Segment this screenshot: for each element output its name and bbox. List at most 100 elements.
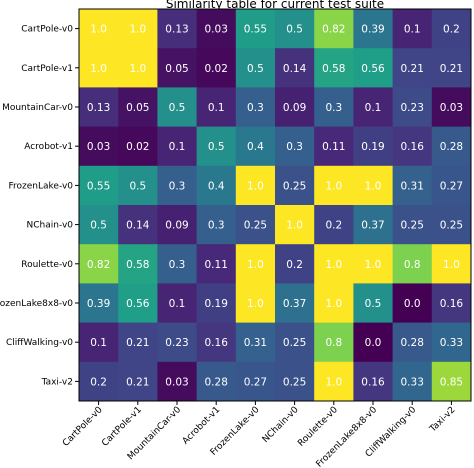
heatmap-cell [431, 48, 472, 88]
cell-value-label: 0.3 [247, 102, 264, 114]
heatmap-cell [314, 244, 354, 284]
row-label: Acrobot-v1 [24, 142, 73, 152]
heatmap-cell [118, 361, 158, 402]
cell-value-label: 0.21 [401, 63, 424, 75]
row-label: FrozenLake-v0 [8, 181, 73, 191]
heatmap-cell [431, 126, 472, 167]
cell-value-label: 0.1 [90, 337, 107, 349]
cell-value-label: 1.0 [286, 220, 303, 232]
cell-value-label: 0.3 [169, 259, 186, 271]
heatmap-cell [118, 9, 158, 49]
heatmap-cell [431, 361, 472, 402]
heatmap-cell [79, 165, 119, 206]
cell-value-label: 0.31 [401, 180, 424, 192]
cell-value-label: 0.37 [283, 298, 306, 310]
cell-value-label: 1.0 [247, 259, 264, 271]
cell-value-label: 0.55 [87, 180, 110, 192]
heatmap-cell [79, 361, 119, 402]
cell-value-label: 0.14 [126, 220, 150, 232]
heatmap-cell [157, 244, 197, 284]
heatmap-cell [235, 322, 276, 363]
cell-value-label: 0.13 [165, 24, 188, 36]
heatmap-cell [118, 244, 158, 284]
heatmap-cell [79, 9, 119, 49]
row-label: CartPole-v1 [21, 64, 73, 74]
heatmap-cell [118, 205, 158, 245]
heatmap-cell [235, 48, 276, 88]
heatmap-cell [235, 283, 276, 323]
cell-value-label: 0.21 [126, 337, 149, 349]
cell-value-label: 0.03 [205, 24, 228, 36]
cell-value-label: 0.1 [169, 298, 186, 310]
heatmap-cell [353, 361, 393, 402]
cell-value-label: 0.3 [208, 220, 225, 232]
heatmap-cell [196, 48, 237, 88]
column-label: Roulette-v0 [296, 405, 340, 449]
cell-value-label: 0.5 [286, 24, 303, 36]
cell-value-label: 1.0 [247, 180, 264, 192]
cell-value-label: 0.28 [401, 337, 424, 349]
cell-value-label: 1.0 [365, 259, 382, 271]
row-label: CartPole-v0 [21, 25, 73, 35]
heatmap-cell [79, 48, 119, 88]
heatmap-cell [196, 283, 237, 323]
heatmap-cells: 1.0 1.0 0.13 0.03 0.55 0.5 0.82 0.39 0.1 0.2 1.0 1.… [79, 9, 472, 402]
row-label: Taxi-v2 [41, 377, 73, 387]
heatmap-cell [196, 205, 237, 245]
cell-value-label: 0.03 [440, 102, 463, 114]
cell-value-label: 0.82 [322, 24, 345, 36]
cell-value-label: 1.0 [129, 63, 146, 75]
heatmap-cell [314, 283, 354, 323]
heatmap-cell [392, 361, 433, 402]
cell-value-label: 0.56 [126, 298, 150, 310]
cell-value-label: 0.13 [87, 102, 110, 114]
heatmap-cell [392, 126, 433, 167]
heatmap-cell [275, 361, 315, 402]
heatmap-cell [275, 205, 315, 245]
heatmap-cell [275, 283, 315, 323]
cell-value-label: 1.0 [325, 298, 342, 310]
cell-value-label: 0.58 [126, 259, 149, 271]
heatmap-cell [353, 322, 393, 363]
heatmap-cell [431, 322, 472, 363]
cell-value-label: 0.19 [205, 298, 228, 310]
heatmap-cell [314, 205, 354, 245]
heatmap-cell [392, 244, 433, 284]
cell-value-label: 0.0 [404, 298, 421, 310]
cell-value-label: 0.27 [244, 376, 267, 388]
row-label: Roulette-v0 [21, 260, 73, 270]
cell-value-label: 0.1 [208, 102, 225, 114]
heatmap-cell [79, 87, 119, 127]
heatmap-cell [392, 87, 433, 127]
heatmap-cell [353, 9, 393, 49]
heatmap-cell [196, 87, 237, 127]
cell-value-label: 0.3 [169, 180, 186, 192]
heatmap-cell [235, 9, 276, 49]
cell-value-label: 0.25 [440, 220, 463, 232]
heatmap-cell [157, 87, 197, 127]
cell-value-label: 0.39 [87, 298, 110, 310]
cell-value-label: 0.16 [440, 298, 464, 310]
heatmap-cell [235, 361, 276, 402]
heatmap-cell [431, 283, 472, 323]
heatmap-cell [235, 244, 276, 284]
cell-value-label: 0.3 [325, 102, 342, 114]
cell-value-label: 0.2 [443, 24, 460, 36]
heatmap-cell [275, 48, 315, 88]
column-label: CartPole-v0 [61, 405, 105, 449]
cell-value-label: 0.5 [90, 220, 107, 232]
cell-value-label: 0.05 [126, 102, 149, 114]
heatmap-cell [353, 48, 393, 88]
heatmap-cell [275, 9, 315, 49]
heatmap-cell [314, 9, 354, 49]
heatmap-cell [118, 126, 158, 167]
heatmap-cell [235, 205, 276, 245]
cell-value-label: 0.8 [325, 337, 342, 349]
cell-value-label: 0.25 [283, 376, 306, 388]
cell-value-label: 0.0 [365, 337, 382, 349]
heatmap-cell [118, 87, 158, 127]
heatmap-cell [235, 126, 276, 167]
cell-value-label: 0.5 [169, 102, 186, 114]
cell-value-label: 0.21 [126, 376, 149, 388]
heatmap-cell [157, 165, 197, 206]
